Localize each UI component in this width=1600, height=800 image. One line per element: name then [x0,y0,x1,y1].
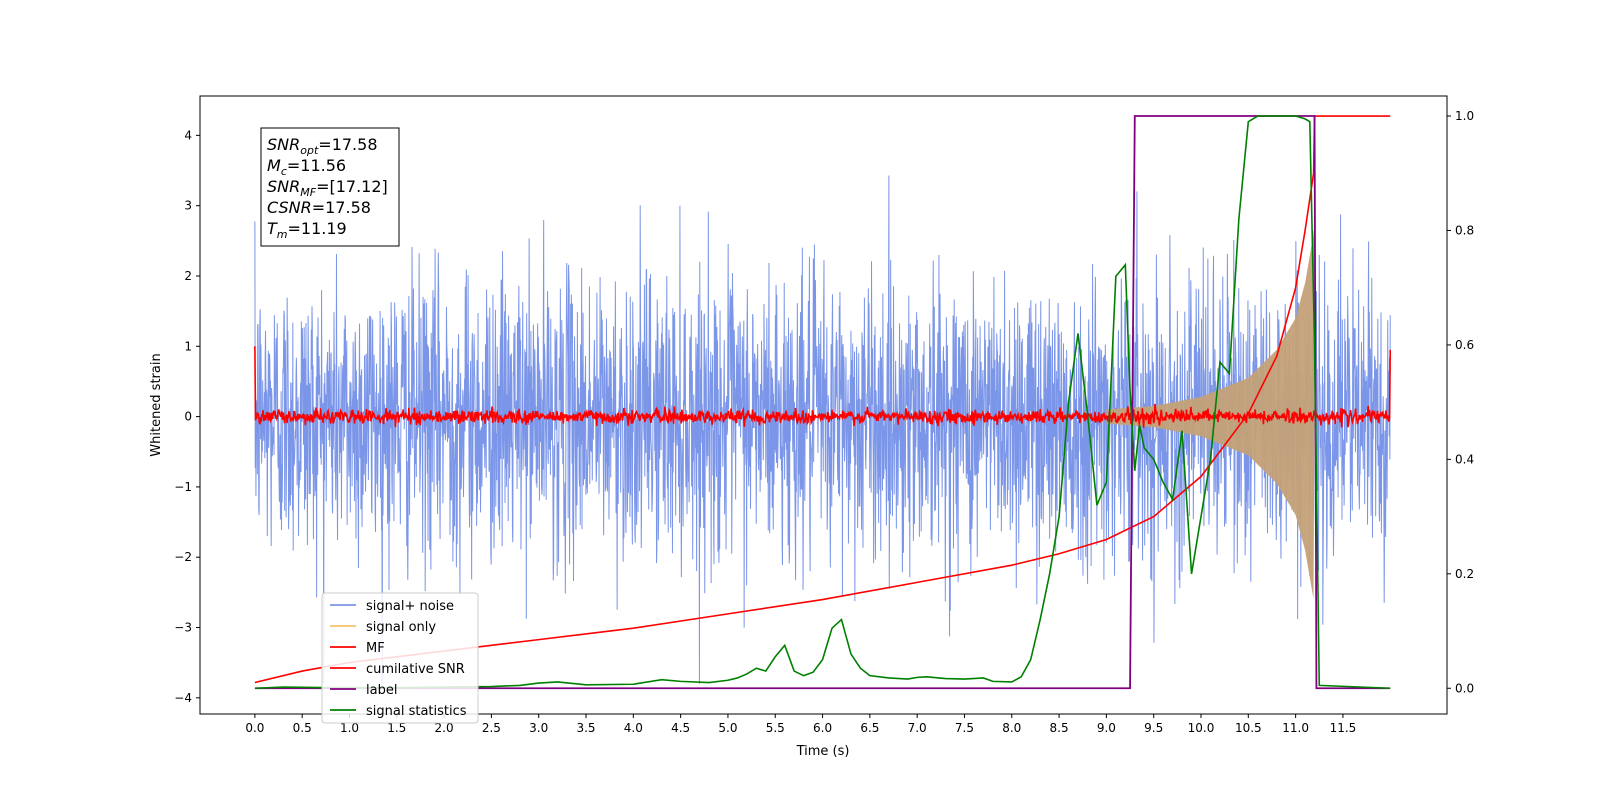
x-tick-label: 3.0 [529,721,548,735]
y-tick-label: 0 [184,410,192,424]
y-tick-label: −4 [174,691,192,705]
x-tick-label: 1.0 [340,721,359,735]
info-line: SNRopt=17.58 [267,135,378,157]
x-tick-label: 4.5 [671,721,690,735]
x-tick-label: 7.0 [908,721,927,735]
x-tick-label: 6.5 [860,721,879,735]
x-tick-label: 2.0 [435,721,454,735]
legend-entry: signal only [366,620,436,635]
x-axis: 0.0 0.5 1.0 1.5 2.0 2.5 3.0 3.5 4.0 4.5 5.0 5.5 6.0 6… [245,714,1356,735]
x-tick-label: 2.5 [482,721,501,735]
x-tick-label: 11.5 [1330,721,1357,735]
x-tick-label: 1.5 [387,721,406,735]
legend-frame [321,592,479,724]
legend: signal+ noise signal only MF cumilative SNR… [321,592,479,724]
x-tick-label: 7.5 [955,721,974,735]
y-tick-label: −3 [174,621,192,635]
y2-tick-label: 0.8 [1455,223,1474,237]
series-signal-statistics [254,115,1391,690]
y2-tick-label: 0.6 [1455,338,1474,352]
series-label [254,115,1391,690]
x-tick-label: 5.0 [718,721,737,735]
x-tick-label: 4.0 [624,721,643,735]
y-tick-label: 4 [184,128,192,142]
y-axis-label: Whitened strain [149,353,164,456]
x-tick-label: 3.5 [576,721,595,735]
legend-entry: signal+ noise [366,599,454,614]
info-line: Mc=11.56 [267,156,346,178]
y-tick-label: 3 [184,199,192,213]
y-tick-label: −1 [174,480,192,494]
x-tick-label: 8.0 [1002,721,1021,735]
legend-entry: cumilative SNR [366,662,465,677]
y-axis-right: 1.0 0.8 0.6 0.4 0.2 0.0 [1447,109,1474,695]
x-tick-label: 10.5 [1235,721,1262,735]
y-tick-label: 1 [184,339,192,353]
x-tick-label: 0.5 [293,721,312,735]
series-mf [254,346,1392,428]
y-axis-left: 4 3 2 1 0 −1 −2 −3 −4 [174,128,200,705]
x-tick-label: 11.0 [1282,721,1309,735]
y-tick-label: −2 [174,550,192,564]
y2-tick-label: 0.2 [1455,567,1474,581]
y-tick-label: 2 [184,269,192,283]
x-tick-label: 0.0 [245,721,264,735]
legend-entry: MF [366,641,385,656]
x-axis-label: Time (s) [796,744,850,759]
x-tick-label: 10.0 [1188,721,1215,735]
legend-entry: signal statistics [366,704,467,719]
info-line: SNRMF=[17.12] [267,177,388,199]
x-tick-label: 6.0 [813,721,832,735]
axes-frame [199,95,1448,715]
info-box-frame [260,127,400,247]
y2-tick-label: 0.0 [1455,681,1474,695]
series-signal-noise [254,175,1391,684]
x-tick-label: 9.0 [1097,721,1116,735]
info-line: Tm=11.19 [267,219,347,241]
x-tick-label: 5.5 [766,721,785,735]
x-tick-label: 9.5 [1144,721,1163,735]
y2-tick-label: 1.0 [1455,109,1474,123]
info-box: SNRopt=17.58Mc=11.56SNRMF=[17.12]CSNR=17… [260,127,400,247]
legend-entry: label [366,683,397,698]
info-line: CSNR=17.58 [267,198,371,217]
y2-tick-label: 0.4 [1455,452,1474,466]
x-tick-label: 8.5 [1050,721,1069,735]
